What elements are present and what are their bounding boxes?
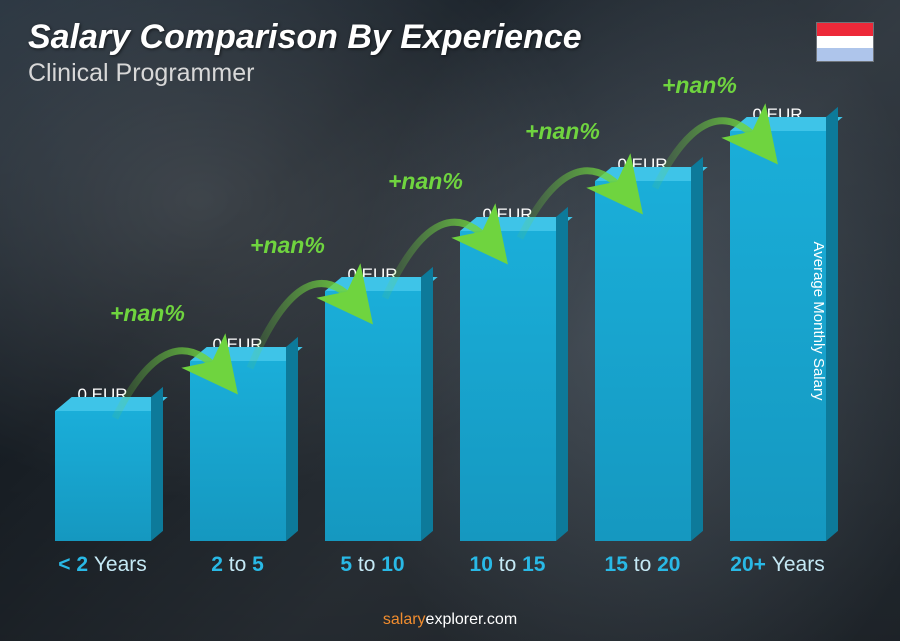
flag-stripe-bot <box>817 48 873 61</box>
increase-arrow <box>655 121 765 188</box>
increase-arrow <box>520 171 630 238</box>
footer-white: explorer.com <box>426 611 518 628</box>
flag-luxembourg <box>816 22 874 62</box>
footer-brand: salaryexplorer.com <box>0 611 900 629</box>
increase-arrow <box>115 351 225 418</box>
footer-orange: salary <box>383 611 426 628</box>
increase-label: +nan% <box>388 168 463 195</box>
flag-stripe-top <box>817 23 873 36</box>
main-title: Salary Comparison By Experience <box>28 18 582 57</box>
increase-arrow <box>385 222 495 298</box>
increase-label: +nan% <box>525 118 600 145</box>
flag-stripe-mid <box>817 36 873 49</box>
chart-container: Salary Comparison By Experience Clinical… <box>0 0 900 641</box>
increase-label: +nan% <box>662 72 737 99</box>
title-block: Salary Comparison By Experience Clinical… <box>28 18 582 88</box>
increase-label: +nan% <box>250 232 325 259</box>
y-axis-label: Average Monthly Salary <box>810 241 827 400</box>
increase-label: +nan% <box>110 300 185 327</box>
increase-arrow <box>250 284 360 369</box>
subtitle: Clinical Programmer <box>28 59 582 88</box>
